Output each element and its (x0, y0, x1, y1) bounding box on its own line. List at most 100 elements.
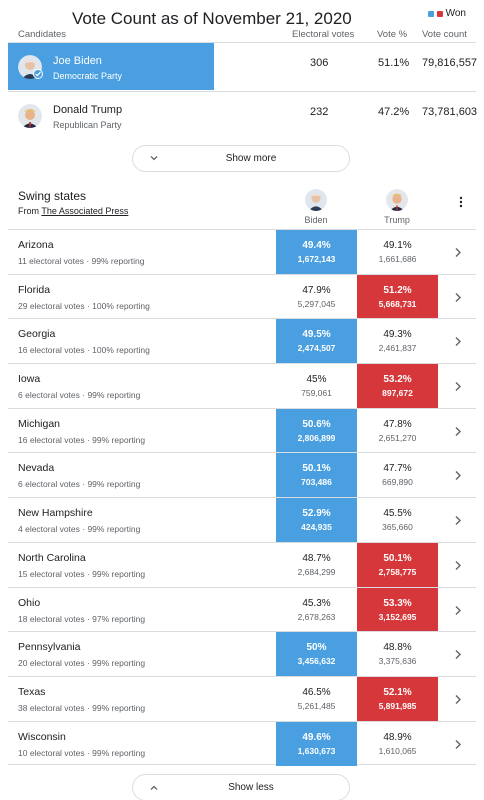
chevron-right-icon[interactable] (454, 694, 462, 705)
state-row[interactable]: Pennsylvania 20 electoral votes · 99% rep… (8, 631, 476, 677)
biden-result-cell: 50.1% 703,486 (276, 453, 357, 498)
biden-result-cell: 45% 759,061 (276, 364, 357, 408)
trump-pct: 48.8% (383, 642, 412, 654)
state-name: Georgia (18, 328, 56, 341)
biden-pct: 49.5% (302, 329, 331, 341)
chevron-right-icon[interactable] (454, 605, 462, 616)
state-row[interactable]: Nevada 6 electoral votes · 99% reporting 5… (8, 452, 476, 498)
biden-pct: 45.3% (302, 597, 331, 609)
candidate-name: Joe Biden (53, 55, 102, 67)
chevron-right-icon[interactable] (454, 649, 462, 660)
trump-votes: 2,758,775 (378, 566, 417, 577)
state-row[interactable]: Michigan 16 electoral votes · 99% reporti… (8, 407, 476, 453)
biden-result-cell: 45.3% 2,678,263 (276, 588, 357, 632)
swing-states-title: Swing states (18, 189, 87, 203)
trump-pct: 52.1% (383, 686, 412, 698)
state-row[interactable]: Florida 29 electoral votes · 100% reporti… (8, 273, 476, 319)
trump-won-swatch (436, 10, 443, 17)
state-details: 16 electoral votes · 99% reporting (18, 434, 146, 445)
header-vote-pct: Vote % (377, 29, 408, 40)
vote-count: 79,816,557 (422, 57, 478, 69)
electoral-votes: 232 (310, 106, 329, 118)
trump-result-cell: 52.1% 5,891,985 (357, 676, 438, 721)
biden-pct: 52.9% (302, 508, 331, 520)
biden-column-label: Biden (304, 215, 328, 225)
state-name: Michigan (18, 417, 61, 430)
chevron-right-icon[interactable] (454, 470, 462, 481)
state-row[interactable]: Ohio 18 electoral votes · 97% reporting 45… (8, 586, 476, 632)
vote-pct: 51.1% (378, 57, 410, 69)
state-row[interactable]: North Carolina 15 electoral votes · 99% r… (8, 541, 476, 587)
candidate-row-trump[interactable]: Donald Trump Republican Party 232 47.2% … (8, 91, 478, 140)
chevron-right-icon[interactable] (454, 560, 462, 571)
biden-result-cell: 50.6% 2,806,899 (276, 408, 357, 453)
trump-result-cell: 45.5% 365,660 (357, 498, 438, 542)
chevron-up-icon (150, 785, 158, 790)
state-details: 20 electoral votes · 99% reporting (18, 658, 146, 669)
chevron-down-icon (150, 156, 158, 161)
trump-result-cell: 51.2% 5,668,731 (357, 274, 438, 319)
header-candidates: Candidates (18, 29, 67, 40)
biden-votes: 5,297,045 (297, 298, 336, 309)
trump-votes: 2,651,270 (378, 432, 417, 443)
biden-votes: 5,261,485 (297, 700, 336, 711)
biden-votes: 2,474,507 (297, 343, 336, 354)
state-row[interactable]: Iowa 6 electoral votes · 99% reporting 45%… (8, 363, 476, 409)
chevron-right-icon[interactable] (454, 739, 462, 750)
trump-votes: 5,668,731 (378, 298, 417, 309)
biden-pct: 49.6% (302, 731, 331, 743)
biden-result-cell: 48.7% 2,684,299 (276, 543, 357, 587)
trump-avatar (18, 104, 42, 128)
state-name: New Hampshire (18, 507, 93, 520)
state-name: Ohio (18, 596, 41, 609)
trump-votes: 3,375,636 (378, 656, 417, 667)
state-details: 18 electoral votes · 97% reporting (18, 613, 146, 624)
page-title: Vote Count as of November 21, 2020 (72, 9, 352, 28)
biden-pct: 50% (306, 642, 327, 654)
vote-count: 73,781,603 (422, 106, 478, 118)
biden-avatar-small (305, 189, 327, 211)
candidate-party: Democratic Party (53, 71, 123, 81)
state-row[interactable]: Arizona 11 electoral votes · 99% reportin… (8, 229, 476, 274)
biden-votes: 1,630,673 (297, 745, 336, 756)
header-vote-count: Vote count (422, 29, 467, 40)
state-details: 29 electoral votes · 100% reporting (18, 300, 150, 311)
show-more-button[interactable]: Show more (132, 145, 350, 172)
biden-result-cell: 50% 3,456,632 (276, 632, 357, 677)
state-row[interactable]: Texas 38 electoral votes · 99% reporting 4… (8, 675, 476, 721)
show-less-button[interactable]: Show less (132, 774, 350, 800)
header-electoral-votes: Electoral votes (292, 29, 355, 40)
show-more-label: Show more (225, 153, 277, 164)
chevron-right-icon[interactable] (454, 247, 462, 258)
trump-result-cell: 49.3% 2,461,837 (357, 319, 438, 363)
state-row[interactable]: Wisconsin 10 electoral votes · 99% report… (8, 720, 476, 766)
biden-votes: 2,678,263 (297, 611, 336, 622)
trump-column-label: Trump (384, 215, 410, 225)
trump-pct: 47.7% (383, 463, 412, 475)
trump-pct: 50.1% (383, 552, 412, 564)
trump-pct: 49.3% (383, 329, 412, 341)
source-link[interactable]: The Associated Press (41, 206, 129, 216)
trump-result-cell: 53.2% 897,672 (357, 364, 438, 409)
more-options-icon[interactable] (457, 196, 465, 208)
state-row[interactable]: New Hampshire 4 electoral votes · 99% rep… (8, 497, 476, 543)
chevron-right-icon[interactable] (454, 426, 462, 437)
swing-source: From The Associated Press (18, 206, 128, 216)
trump-pct: 47.8% (383, 418, 412, 430)
state-name: Florida (18, 283, 51, 296)
chevron-right-icon[interactable] (454, 381, 462, 392)
trump-votes: 669,890 (382, 477, 413, 488)
biden-votes: 2,684,299 (297, 566, 336, 577)
chevron-right-icon[interactable] (454, 336, 462, 347)
candidate-row-biden[interactable]: Joe Biden Democratic Party 306 51.1% 79,… (8, 43, 478, 91)
state-details: 15 electoral votes · 99% reporting (18, 568, 146, 579)
chevron-right-icon[interactable] (454, 515, 462, 526)
trump-pct: 53.3% (383, 597, 412, 609)
biden-votes: 1,672,143 (297, 254, 336, 264)
trump-votes: 1,661,686 (378, 254, 417, 264)
state-details: 6 electoral votes · 99% reporting (18, 390, 141, 401)
state-row[interactable]: Georgia 16 electoral votes · 100% reporti… (8, 318, 476, 364)
check-icon (33, 69, 43, 79)
chevron-right-icon[interactable] (454, 292, 462, 303)
biden-votes: 2,806,899 (297, 432, 336, 443)
